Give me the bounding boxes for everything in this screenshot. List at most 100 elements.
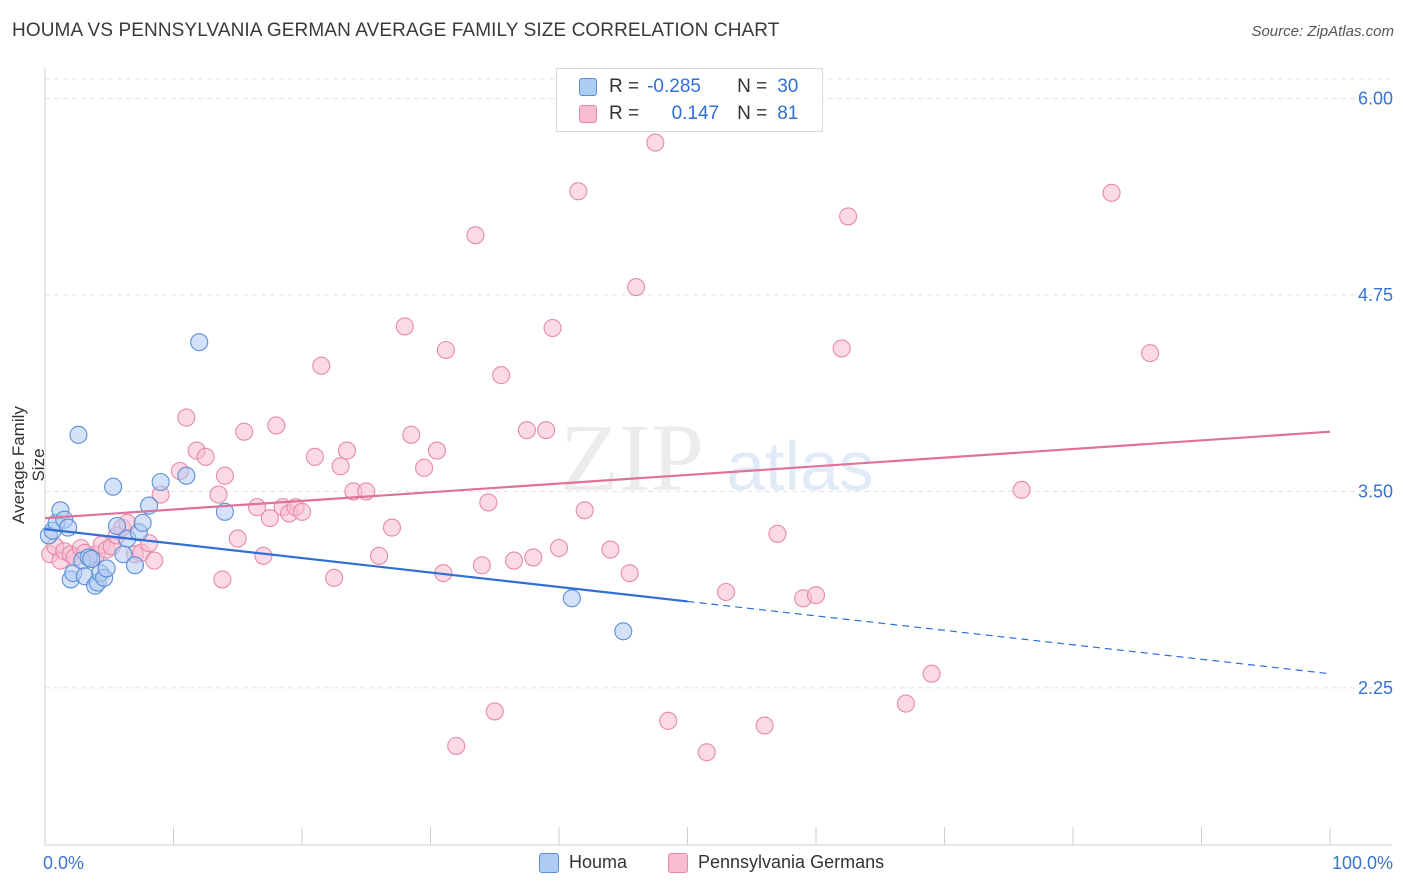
series-swatch-penn — [668, 852, 688, 873]
penn-point — [1012, 480, 1031, 499]
watermark-atlas: atlas — [726, 427, 874, 505]
houma-point — [125, 556, 144, 575]
penn-point — [196, 447, 215, 466]
penn-point — [601, 540, 620, 559]
x-tick-label-min: 0.0% — [43, 853, 84, 873]
houma-point — [104, 477, 123, 496]
penn-point — [1102, 183, 1121, 202]
penn-point — [177, 408, 196, 427]
penn-point — [436, 340, 455, 360]
penn-point — [627, 278, 646, 297]
penn-point — [839, 207, 858, 226]
penn-point — [517, 421, 536, 440]
correlation-legend: R = -0.285 N = 30 R = 0.147 N = 81 — [556, 68, 823, 132]
houma-points — [39, 333, 633, 641]
series-swatch-houma — [539, 852, 559, 873]
penn-point — [569, 182, 588, 201]
penn-point — [492, 366, 511, 385]
legend-n-label-penn: N = — [737, 103, 768, 124]
penn-point — [620, 564, 639, 583]
penn-point — [543, 318, 562, 338]
legend-r-value-penn: 0.147 — [671, 103, 720, 124]
y-tick-label: 2.25 — [1358, 678, 1393, 698]
houma-trend-line — [44, 528, 688, 603]
y-tick-label: 6.00 — [1358, 89, 1393, 109]
penn-point — [466, 226, 485, 245]
legend-n-value-penn: 81 — [777, 103, 799, 124]
penn-point — [768, 524, 787, 543]
penn-point — [427, 441, 446, 460]
series-legend-penn: Pennsylvania Germans — [668, 852, 884, 873]
penn-point — [395, 317, 414, 336]
penn-point — [806, 586, 826, 605]
legend-r-value-houma: -0.285 — [647, 76, 701, 97]
penn-point — [331, 457, 350, 476]
legend-swatch-penn — [579, 105, 597, 123]
penn-point — [305, 447, 324, 466]
watermark-zip: ZIP — [560, 404, 704, 511]
penn-point — [337, 441, 357, 460]
penn-point — [292, 502, 312, 521]
penn-point — [260, 509, 279, 528]
penn-point — [659, 711, 678, 730]
penn-point — [537, 421, 556, 440]
legend-swatch-houma — [579, 78, 597, 96]
legend-row-houma: R = -0.285 N = 30 — [579, 74, 798, 100]
penn-point — [646, 133, 665, 152]
penn-point — [447, 736, 466, 756]
penn-point — [549, 538, 569, 558]
penn-point — [755, 716, 774, 735]
penn-point — [415, 458, 434, 477]
penn-point — [228, 529, 247, 548]
penn-point — [832, 339, 851, 358]
chart-title: HOUMA VS PENNSYLVANIA GERMAN AVERAGE FAM… — [12, 20, 780, 41]
houma-point — [133, 513, 152, 532]
houma-point — [69, 425, 88, 444]
penn-point — [267, 416, 286, 435]
penn-point — [382, 518, 402, 537]
penn-point — [922, 664, 941, 683]
penn-point — [697, 743, 716, 762]
penn-point — [402, 425, 421, 444]
penn-point — [145, 551, 164, 570]
penn-point — [235, 422, 254, 441]
tick-labels: 2.25 3.50 4.75 6.00 0.0% 100.0% — [43, 89, 1393, 873]
houma-point — [215, 502, 234, 521]
series-legend: Houma Pennsylvania Germans — [0, 852, 1406, 876]
legend-r-label-houma: R = — [609, 76, 640, 97]
penn-point — [716, 582, 736, 602]
penn-point — [575, 501, 594, 520]
penn-point — [209, 485, 228, 504]
series-label-houma: Houma — [569, 852, 628, 872]
penn-point — [1141, 344, 1160, 363]
series-legend-houma: Houma — [539, 852, 627, 873]
trend-lines — [44, 430, 1331, 675]
penn-point — [215, 466, 234, 485]
penn-point — [254, 546, 273, 565]
houma-point — [107, 516, 127, 536]
houma-point — [97, 559, 116, 578]
penn-point — [312, 356, 331, 375]
penn-point — [504, 551, 524, 570]
legend-r-label-penn: R = — [609, 103, 640, 124]
penn-point — [485, 702, 504, 721]
penn-point — [472, 556, 491, 575]
houma-trend-extrapolation — [687, 600, 1331, 675]
houma-point — [562, 589, 581, 608]
houma-point — [82, 549, 101, 569]
houma-point — [190, 333, 209, 352]
penn-point — [479, 493, 498, 512]
series-label-penn: Pennsylvania Germans — [698, 852, 885, 872]
penn-point — [524, 548, 543, 567]
penn-point — [213, 570, 232, 589]
houma-point — [614, 622, 633, 641]
watermark: ZIP atlas — [560, 404, 874, 511]
penn-trend-line — [44, 430, 1331, 520]
penn-point — [370, 546, 389, 565]
houma-point — [151, 472, 170, 492]
legend-n-label-houma: N = — [737, 76, 768, 97]
x-tick-label-max: 100.0% — [1332, 853, 1393, 873]
legend-n-value-houma: 30 — [777, 76, 799, 97]
legend-row-penn: R = 0.147 N = 81 — [579, 101, 798, 127]
